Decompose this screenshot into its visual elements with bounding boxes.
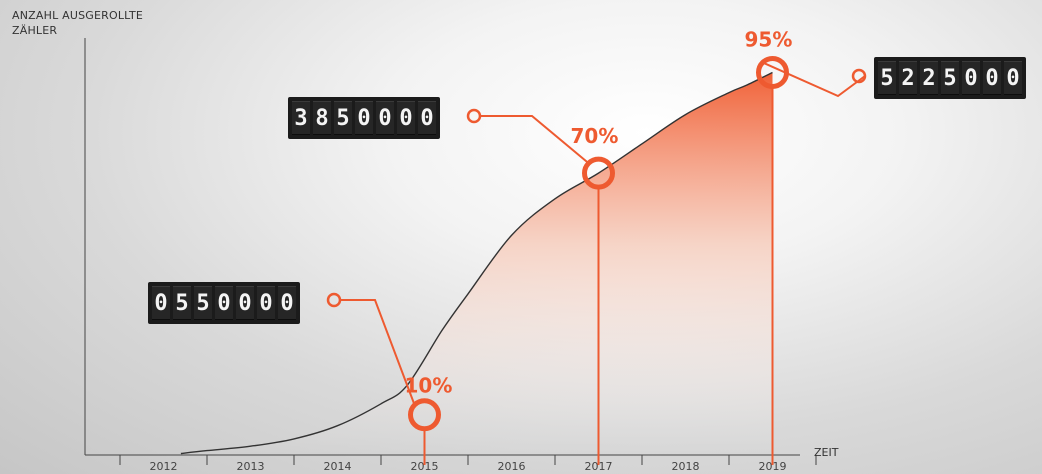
counter-digit: 0 — [236, 286, 254, 320]
counter-digit: 0 — [962, 61, 980, 95]
milestone-percent-label: 10% — [405, 374, 453, 398]
x-tick-label: 2013 — [237, 460, 265, 473]
counter-digit: 0 — [376, 101, 394, 135]
milestone-connector-dot — [326, 292, 342, 308]
x-tick-label: 2017 — [585, 460, 613, 473]
counter-digit: 8 — [313, 101, 331, 135]
counter-digit: 0 — [983, 61, 1001, 95]
counter-digit: 0 — [397, 101, 415, 135]
counter-digit: 3 — [292, 101, 310, 135]
x-tick-label: 2018 — [672, 460, 700, 473]
milestone-percent-label: 70% — [571, 124, 619, 148]
milestone-marker — [408, 398, 441, 432]
counter-digit: 2 — [920, 61, 938, 95]
counter-digit: 0 — [418, 101, 436, 135]
milestone-percent-label: 95% — [745, 27, 793, 51]
milestone-marker — [582, 156, 615, 190]
y-axis-label-line-1: ANZAHL AUSGEROLLTE — [12, 9, 144, 22]
counter-digit: 2 — [899, 61, 917, 95]
milestone-connector — [480, 115, 590, 164]
x-tick-label: 2012 — [150, 460, 178, 473]
series-line — [180, 71, 773, 455]
x-axis-label: ZEIT — [814, 446, 839, 459]
counter-digit: 5 — [878, 61, 896, 95]
x-tick-label: 2016 — [498, 460, 526, 473]
counter-digit: 5 — [941, 61, 959, 95]
x-tick-label: 2019 — [759, 460, 787, 473]
counter-digit: 0 — [152, 286, 170, 320]
counter-digit: 5 — [194, 286, 212, 320]
milestone-connector — [762, 61, 866, 98]
counter-digit: 0 — [215, 286, 233, 320]
counter-digit: 5 — [334, 101, 352, 135]
tick-layer: 2012 2013 2014 2015 2016 2017 2018 2019 — [119, 455, 817, 473]
counter-digit: 0 — [1004, 61, 1022, 95]
milestone-layer: 10% 70% 95% — [326, 27, 867, 465]
counter-digit: 0 — [257, 286, 275, 320]
counter-digit: 0 — [355, 101, 373, 135]
area-layer — [180, 71, 773, 455]
milestone-marker — [756, 55, 789, 89]
x-tick-label: 2014 — [324, 460, 352, 473]
milestone-connector-dot — [466, 108, 482, 124]
y-axis-label-line-2: ZÄHLER — [12, 24, 58, 37]
counter-digit: 0 — [278, 286, 296, 320]
area-fill — [180, 72, 773, 455]
y-axis-label: ANZAHL AUSGEROLLTE ZÄHLER — [12, 8, 143, 38]
counter-digit: 5 — [173, 286, 191, 320]
milestone-connector-dot — [851, 68, 867, 84]
milestone-connector — [340, 299, 416, 406]
x-tick-label: 2015 — [411, 460, 439, 473]
